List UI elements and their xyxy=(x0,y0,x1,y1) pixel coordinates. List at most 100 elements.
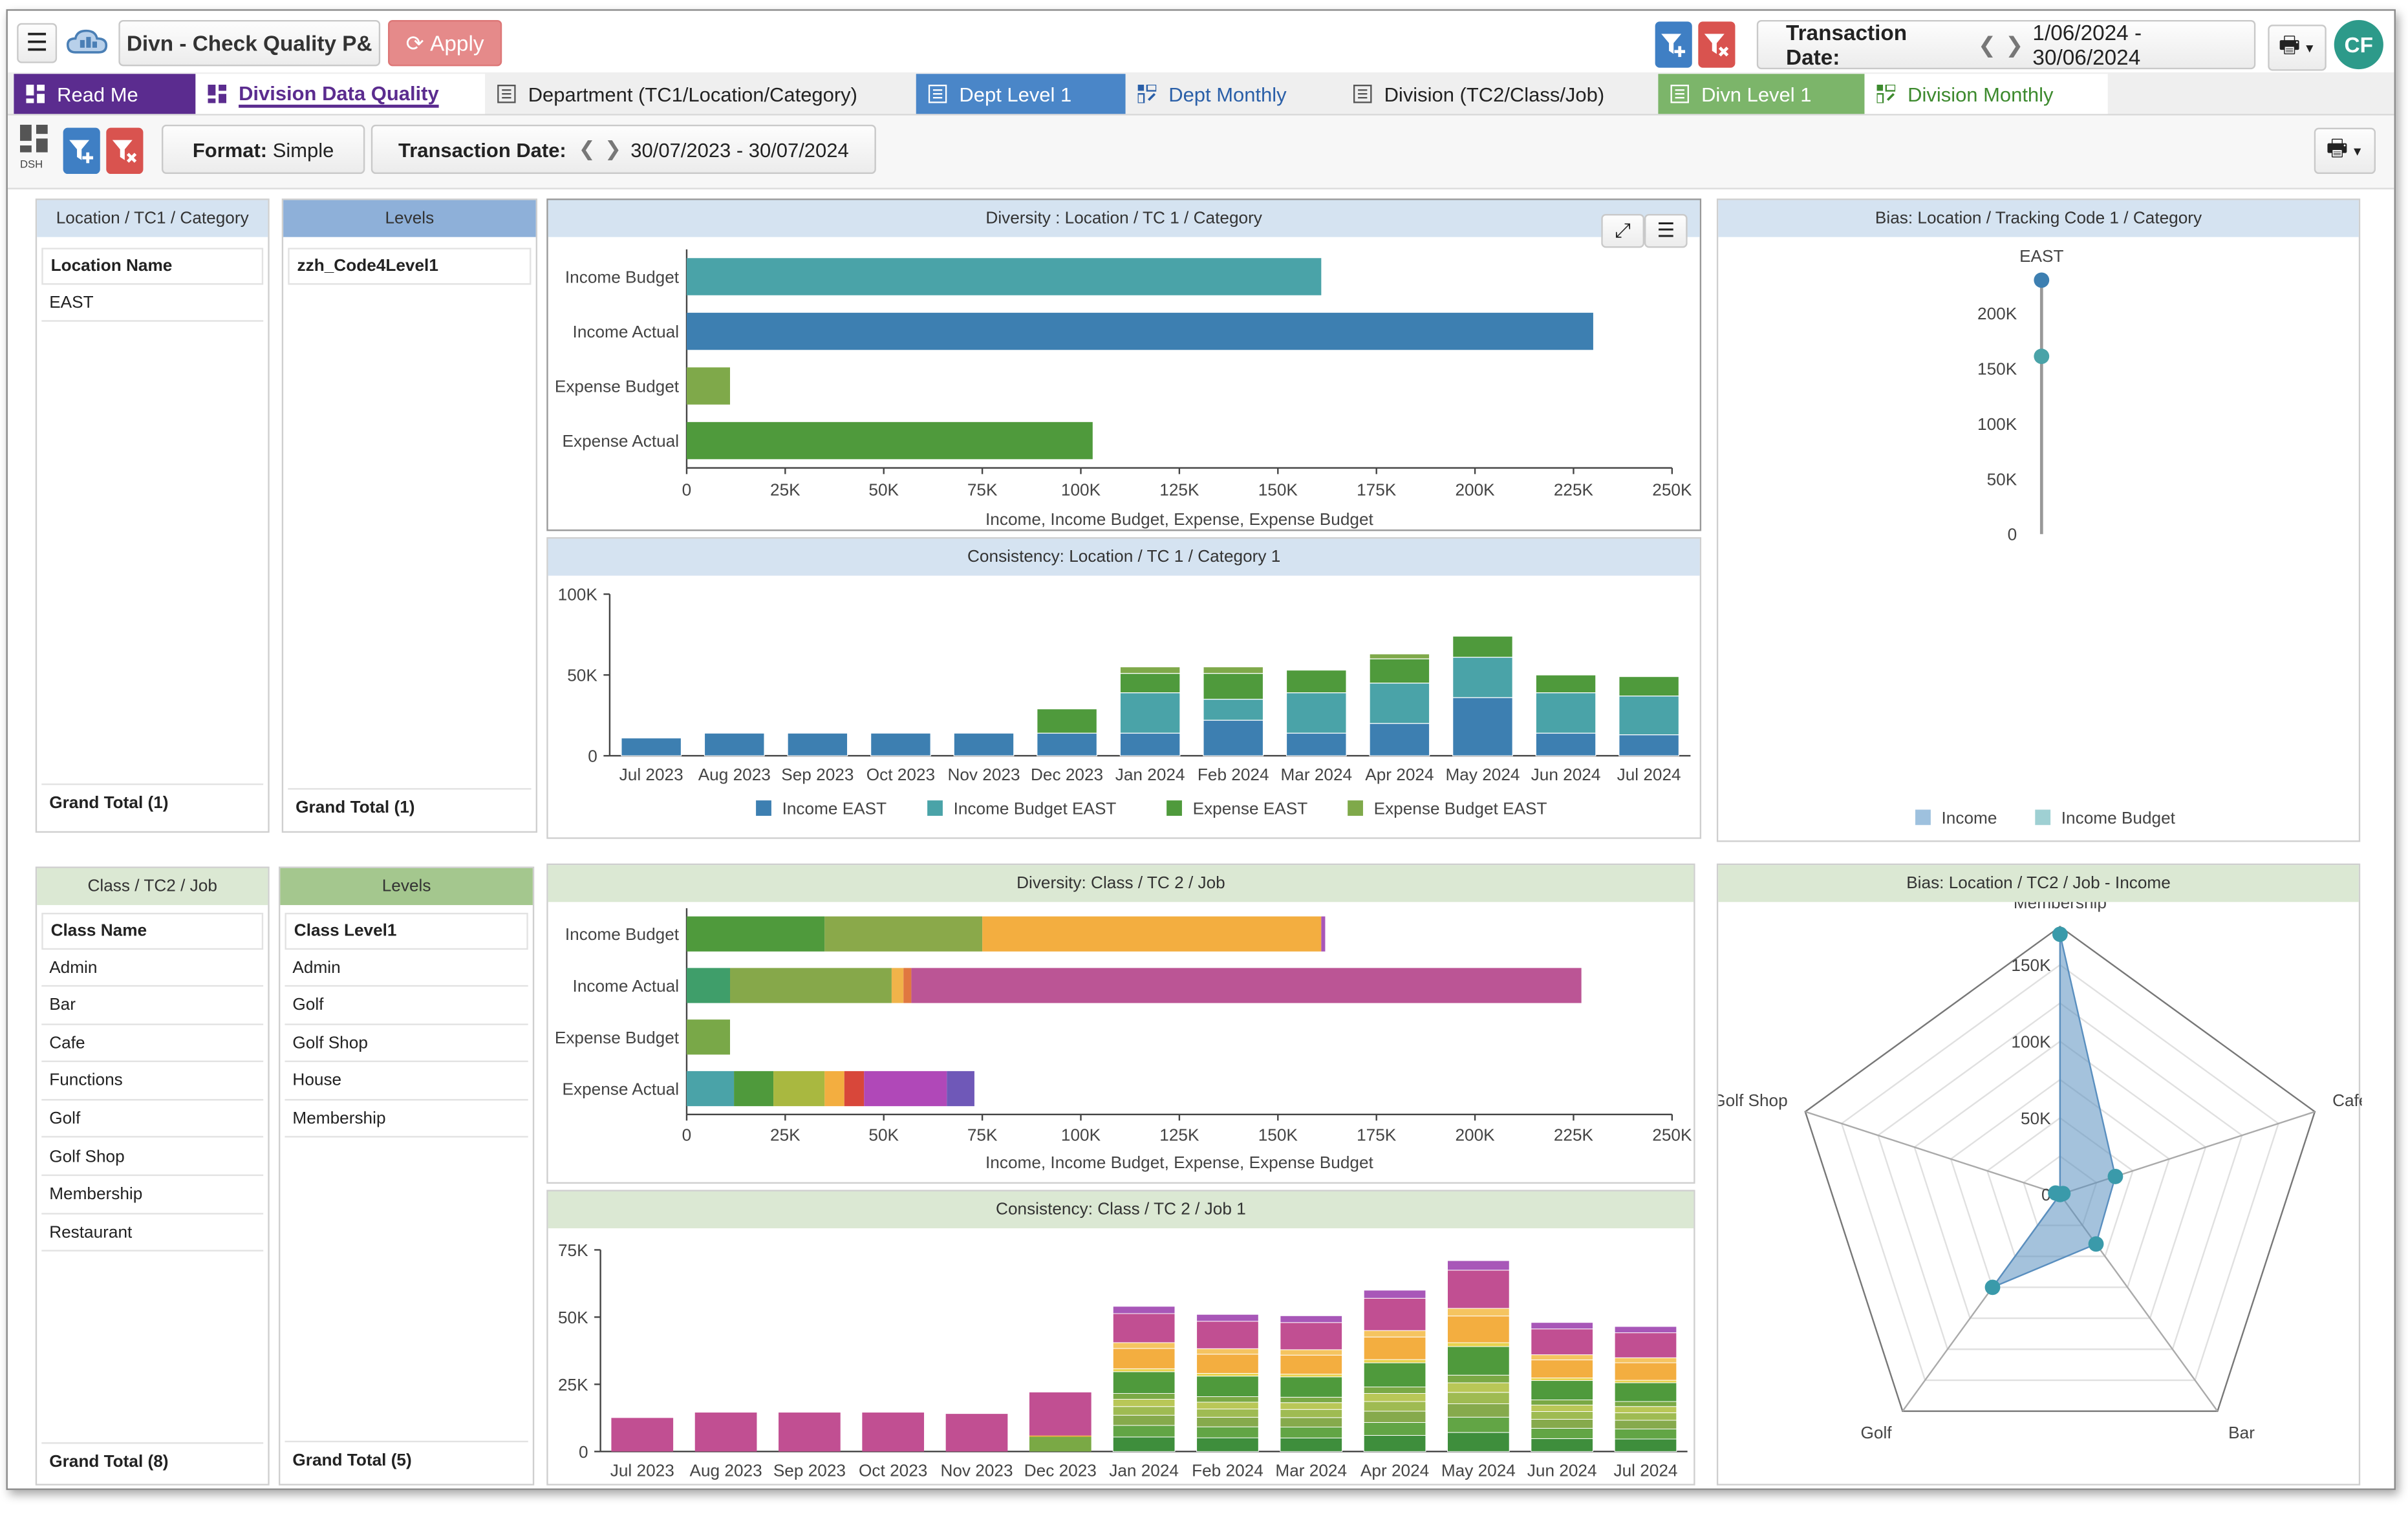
chevron-right-icon[interactable]: ❯ xyxy=(605,136,622,160)
bar-segment xyxy=(1531,1328,1594,1356)
bar-segment xyxy=(1614,1362,1677,1381)
bar-segment xyxy=(1280,1354,1343,1375)
tab-read-me[interactable]: Read Me xyxy=(14,74,196,114)
x-tick-label: 50K xyxy=(868,1125,899,1144)
tab-division-data-quality[interactable]: Division Data Quality xyxy=(195,74,486,114)
bar-segment xyxy=(1363,1330,1426,1338)
list-item[interactable]: House xyxy=(285,1063,528,1100)
bar-segment xyxy=(1614,1406,1677,1413)
chevron-left-icon[interactable]: ❮ xyxy=(1977,31,1996,56)
bias-location-svg: EAST 0 50K 100K 150K 200K Income Income Budget xyxy=(1915,246,2176,827)
list-item[interactable]: Membership xyxy=(41,1177,264,1214)
data-point xyxy=(2107,1169,2123,1184)
expand-button[interactable]: ⤢ xyxy=(1601,213,1644,248)
x-tick-label: 250K xyxy=(1652,1125,1692,1144)
location-name-header[interactable]: Location Name xyxy=(41,248,264,285)
print-button-2[interactable]: 🖶 ▼ xyxy=(2314,127,2376,175)
bar-segment xyxy=(1531,1438,1594,1452)
bar-segment xyxy=(730,968,892,1003)
add-filter-button[interactable] xyxy=(1655,21,1692,68)
list-view-button[interactable]: ☰ xyxy=(1644,213,1688,248)
list-item[interactable]: Admin xyxy=(285,950,528,987)
y-tick-label: Income Budget xyxy=(565,924,680,944)
list-item[interactable]: Functions xyxy=(41,1063,264,1100)
bar-segment xyxy=(864,1071,947,1107)
bar-segment xyxy=(1614,1382,1677,1402)
list-item[interactable]: Bar xyxy=(41,988,264,1025)
bar-segment xyxy=(1618,696,1680,736)
tab-division-monthly[interactable]: Division Monthly xyxy=(1864,74,2108,114)
dashboard-icon xyxy=(19,124,48,153)
location-levels-header[interactable]: zzh_Code4Level1 xyxy=(288,248,532,285)
bar-segment xyxy=(1196,1354,1259,1374)
tab-dept-monthly[interactable]: Dept Monthly xyxy=(1126,74,1341,114)
bar-segment xyxy=(1280,1322,1343,1350)
x-tick-label: Jul 2023 xyxy=(610,1460,674,1480)
filter-add-icon xyxy=(1661,34,1686,58)
bar-segment xyxy=(1363,1290,1426,1299)
remove-filter-button-2[interactable] xyxy=(106,127,144,175)
location-row[interactable]: EAST xyxy=(41,284,264,322)
x-tick-label: 75K xyxy=(967,1125,998,1144)
y-tick-label: 0 xyxy=(579,1442,588,1462)
list-item[interactable]: Golf xyxy=(285,988,528,1025)
bar-segment xyxy=(891,968,904,1003)
x-tick-label: 200K xyxy=(1455,1125,1495,1144)
list-item[interactable]: Membership xyxy=(285,1101,528,1138)
print-button[interactable]: 🖶 ▼ xyxy=(2268,25,2327,71)
chevron-right-icon[interactable]: ❯ xyxy=(2005,31,2024,56)
x-tick-label: 25K xyxy=(770,1125,801,1144)
x-tick-label: Nov 2023 xyxy=(940,1460,1013,1480)
chart-title: Bias: Location / TC2 / Job - Income xyxy=(1718,865,2359,902)
consistency-location-svg: 0 50K 100K Jul 2023 Aug 2023 Sep 2023 Oct 2023… xyxy=(558,585,1691,818)
add-filter-button-2[interactable] xyxy=(63,127,100,175)
bar-segment xyxy=(773,1071,825,1107)
class-levels-title: Levels xyxy=(280,868,533,906)
x-tick-label: Sep 2023 xyxy=(773,1460,846,1480)
bar-segment xyxy=(1363,1401,1426,1412)
bar-segment xyxy=(1285,692,1347,734)
format-selector[interactable]: Format: Simple xyxy=(162,124,365,175)
list-item[interactable]: Golf xyxy=(41,1101,264,1138)
x-tick-label: Nov 2023 xyxy=(947,765,1020,784)
y-tick-label: 50K xyxy=(567,666,597,685)
list-item[interactable]: Golf Shop xyxy=(285,1025,528,1063)
tab-department[interactable]: Department (TC1/Location/Category) xyxy=(485,74,913,114)
bar-segment xyxy=(704,732,765,756)
dsh-button[interactable]: DSH xyxy=(19,124,51,177)
bar-segment xyxy=(1196,1426,1259,1438)
x-tick-label: May 2024 xyxy=(1441,1460,1516,1480)
list-item[interactable]: Cafe xyxy=(41,1025,264,1063)
x-tick-label: Jul 2024 xyxy=(1613,1460,1677,1480)
list-item[interactable]: Golf Shop xyxy=(41,1139,264,1177)
bar-segment xyxy=(947,1071,974,1107)
bar-segment xyxy=(1321,916,1326,952)
bar-segment xyxy=(1452,635,1513,658)
remove-filter-button[interactable] xyxy=(1698,21,1736,68)
bar-segment xyxy=(1280,1315,1343,1323)
tab-division[interactable]: Division (TC2/Class/Job) xyxy=(1341,74,1659,114)
bar-segment xyxy=(1531,1359,1594,1379)
list-item[interactable]: Admin xyxy=(41,950,264,987)
bar xyxy=(686,312,1593,350)
top-date-filter[interactable]: Transaction Date: ❮ ❯ 1/06/2024 - 30/06/… xyxy=(1756,19,2256,69)
list-item[interactable]: Restaurant xyxy=(41,1215,264,1252)
class-levels-header[interactable]: Class Level1 xyxy=(285,912,528,950)
avatar[interactable]: CF xyxy=(2334,19,2383,70)
pivot-icon xyxy=(1137,84,1157,103)
chart-title: Diversity : Location / TC 1 / Category xyxy=(548,200,1700,237)
bar-segment xyxy=(1112,1368,1176,1372)
class-name-header[interactable]: Class Name xyxy=(41,912,264,950)
chevron-left-icon[interactable]: ❮ xyxy=(578,136,596,160)
bar-segment xyxy=(1363,1359,1426,1363)
legend-entry: Income EAST xyxy=(782,799,887,818)
tab-dept-level-1[interactable]: Dept Level 1 xyxy=(916,74,1126,114)
bar-segment xyxy=(1614,1412,1677,1421)
apply-button[interactable]: ⟳ Apply xyxy=(388,19,502,67)
date-filter[interactable]: Transaction Date: ❮ ❯ 30/07/2023 - 30/07… xyxy=(371,124,876,175)
bar-segment xyxy=(1363,1297,1426,1331)
menu-button[interactable]: ☰ xyxy=(17,23,58,63)
bar-segment xyxy=(1531,1418,1594,1429)
bar-segment xyxy=(1535,692,1596,734)
tab-divn-level-1[interactable]: Divn Level 1 xyxy=(1658,74,1865,114)
